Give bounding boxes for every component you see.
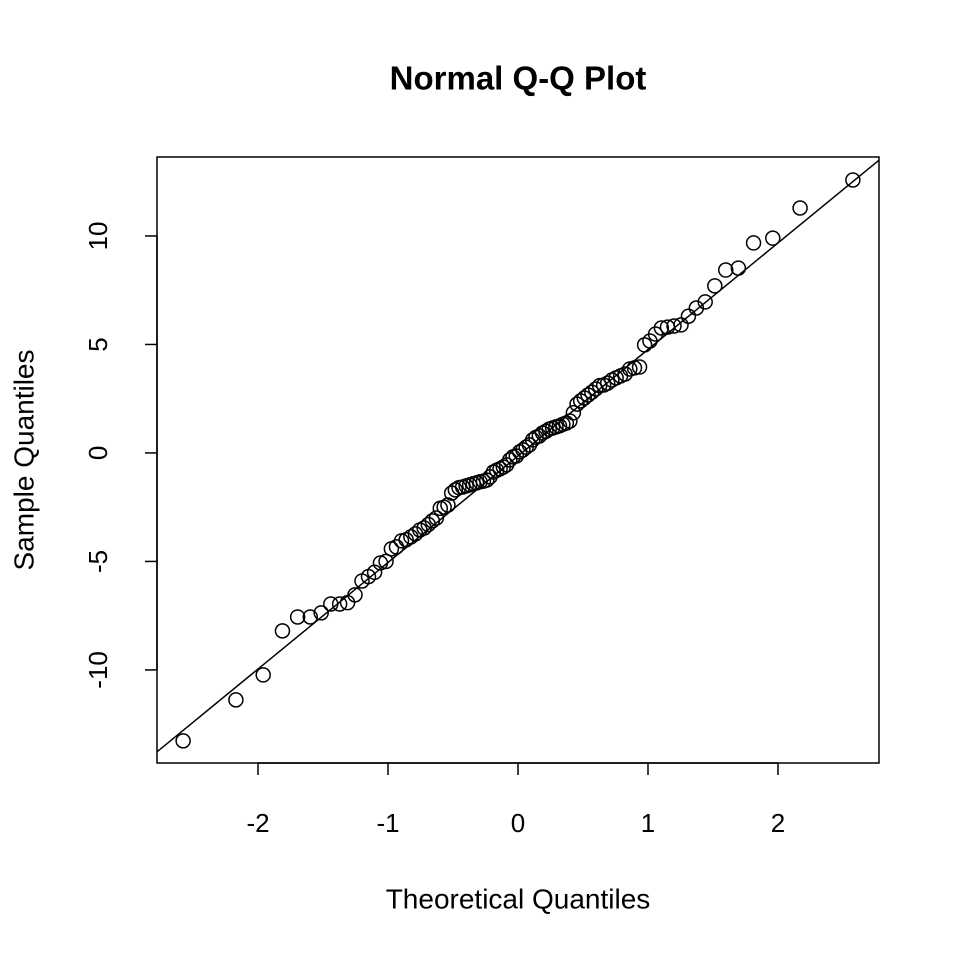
x-tick-label: 1 bbox=[641, 808, 655, 838]
point bbox=[403, 529, 419, 545]
point bbox=[562, 413, 578, 429]
point bbox=[631, 359, 648, 375]
x-tick-label: -1 bbox=[376, 808, 399, 838]
x-tick-label: 2 bbox=[771, 808, 785, 838]
point bbox=[313, 605, 329, 621]
point bbox=[440, 497, 456, 513]
y-tick-label: -10 bbox=[83, 651, 113, 689]
point bbox=[707, 278, 723, 294]
y-axis-title: Sample Quantiles bbox=[8, 349, 39, 570]
x-axis-title: Theoretical Quantiles bbox=[386, 883, 651, 914]
point bbox=[424, 513, 441, 529]
point bbox=[331, 596, 348, 612]
point bbox=[274, 623, 291, 639]
point bbox=[388, 539, 405, 555]
point bbox=[636, 337, 653, 353]
point bbox=[436, 499, 452, 515]
point bbox=[428, 510, 445, 526]
point bbox=[175, 733, 191, 749]
point bbox=[372, 555, 389, 571]
point bbox=[302, 609, 319, 625]
point bbox=[765, 230, 781, 246]
x-tick-label: -2 bbox=[246, 808, 269, 838]
point bbox=[680, 308, 697, 325]
point bbox=[647, 326, 664, 342]
point bbox=[339, 594, 356, 611]
chart-title: Normal Q-Q Plot bbox=[390, 60, 647, 97]
point bbox=[565, 405, 582, 421]
point bbox=[255, 667, 271, 683]
point bbox=[845, 172, 861, 188]
point bbox=[599, 375, 616, 391]
point bbox=[717, 262, 734, 278]
y-tick-label: 10 bbox=[83, 222, 113, 251]
point bbox=[407, 526, 424, 542]
y-tick-label: 5 bbox=[83, 337, 113, 351]
x-tick-label: 0 bbox=[511, 808, 525, 838]
point bbox=[447, 482, 464, 498]
point bbox=[666, 318, 682, 334]
y-tick-label: -5 bbox=[83, 550, 113, 573]
point bbox=[228, 692, 244, 708]
point bbox=[653, 320, 670, 336]
point bbox=[697, 294, 713, 310]
plot-frame bbox=[156, 156, 880, 764]
point bbox=[745, 235, 762, 251]
point bbox=[323, 596, 339, 612]
reference-line bbox=[157, 159, 879, 753]
point bbox=[289, 609, 306, 625]
y-tick-label: 0 bbox=[83, 446, 113, 460]
point bbox=[730, 260, 747, 276]
point bbox=[626, 360, 643, 376]
point bbox=[792, 200, 808, 216]
point bbox=[347, 587, 363, 603]
